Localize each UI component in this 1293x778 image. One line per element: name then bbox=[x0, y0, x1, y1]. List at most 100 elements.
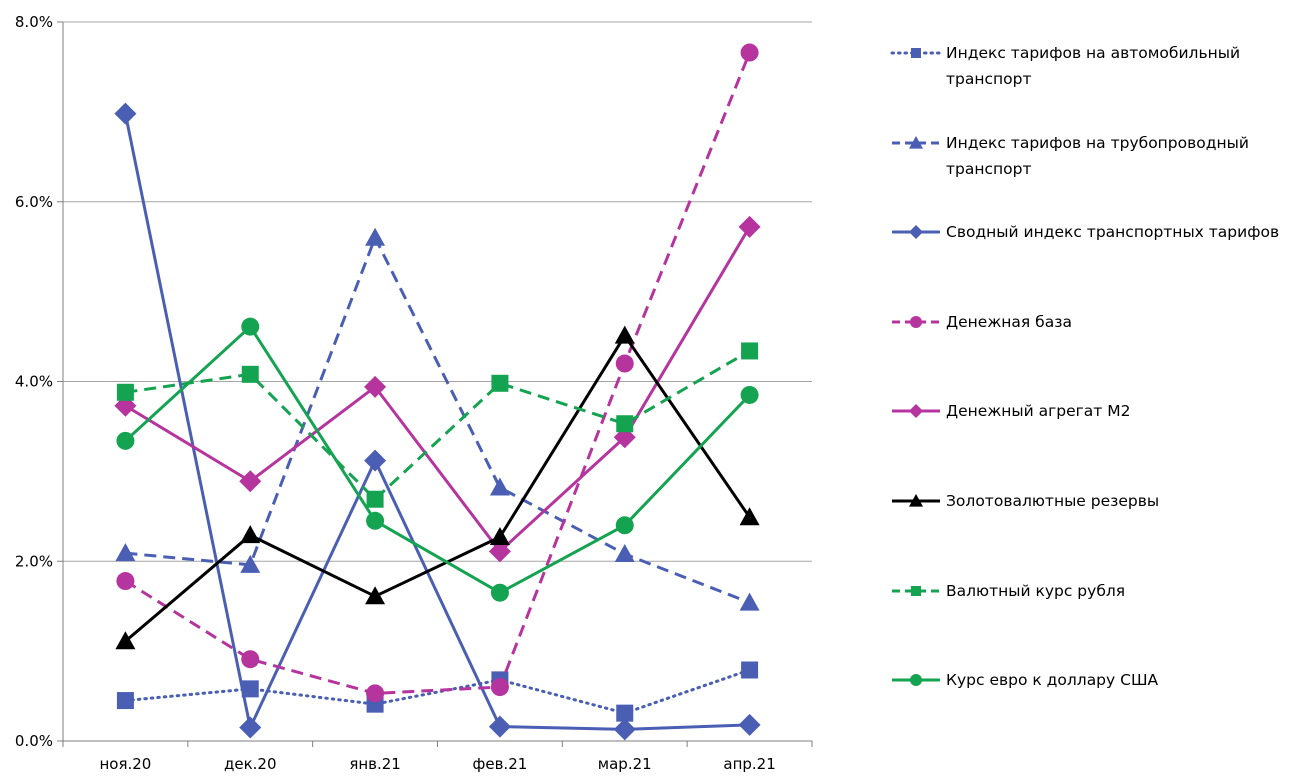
legend-marker bbox=[909, 225, 923, 240]
data-point bbox=[114, 102, 137, 125]
x-tick-label: апр.21 bbox=[723, 755, 775, 773]
y-tick-label: 0.0% bbox=[15, 732, 53, 750]
legend-item: Индекс тарифов на трубопроводный транспо… bbox=[890, 130, 1290, 190]
data-point bbox=[365, 227, 386, 246]
series-layer bbox=[114, 43, 761, 741]
legend-label: Золотовалютные резервы bbox=[946, 492, 1160, 510]
legend-label: Индекс тарифов на автомобильный транспор… bbox=[946, 44, 1241, 88]
data-point bbox=[241, 317, 260, 336]
series-2 bbox=[115, 227, 760, 611]
legend-swatch bbox=[892, 585, 940, 596]
axes bbox=[57, 21, 813, 747]
data-point bbox=[739, 592, 760, 611]
legend-item: Валютный курс рубля bbox=[890, 578, 1290, 638]
legend-item: Курс евро к доллару США bbox=[890, 667, 1290, 727]
line-chart: 0.0% 2.0% 4.0% 6.0% 8.0% ноя.20 дек.20 янв.21 фе… bbox=[15, 13, 813, 773]
data-point bbox=[364, 375, 387, 398]
data-point bbox=[738, 215, 761, 238]
legend-marker bbox=[911, 48, 921, 58]
legend-swatch bbox=[892, 674, 940, 687]
data-point bbox=[240, 525, 261, 544]
data-point bbox=[490, 678, 509, 697]
data-point bbox=[738, 713, 761, 736]
y-tick-label: 2.0% bbox=[15, 552, 53, 570]
series-line bbox=[125, 236, 751, 604]
legend-swatch bbox=[892, 135, 940, 149]
data-point bbox=[489, 477, 510, 496]
series-line bbox=[124, 51, 751, 695]
legend-swatch bbox=[892, 404, 940, 419]
legend-marker bbox=[909, 494, 923, 507]
data-point bbox=[115, 543, 136, 562]
data-point bbox=[364, 449, 387, 472]
x-tick-label: ноя.20 bbox=[99, 755, 151, 773]
legend-marker bbox=[910, 674, 922, 687]
y-tick-label: 6.0% bbox=[15, 193, 53, 211]
data-point bbox=[365, 586, 386, 605]
series-line bbox=[124, 334, 751, 643]
data-point bbox=[613, 718, 636, 741]
legend-swatch bbox=[890, 48, 942, 58]
series-line bbox=[124, 226, 751, 553]
data-point bbox=[490, 583, 509, 602]
data-point bbox=[116, 572, 135, 591]
legend-label: Денежная база bbox=[946, 312, 1072, 331]
data-point bbox=[366, 684, 385, 703]
data-point bbox=[241, 650, 260, 669]
data-point bbox=[366, 490, 384, 508]
legend-item: Денежная база bbox=[890, 309, 1290, 369]
data-point bbox=[616, 415, 634, 433]
data-point bbox=[116, 383, 134, 401]
data-point bbox=[616, 704, 634, 722]
legend-swatch bbox=[892, 225, 940, 240]
legend-swatch bbox=[892, 494, 940, 507]
x-tick-label: дек.20 bbox=[224, 755, 277, 773]
series-5 bbox=[114, 215, 761, 563]
series-1 bbox=[116, 661, 759, 722]
x-tick-label: фев.21 bbox=[473, 755, 528, 773]
legend-label: Сводный индекс транспортных тарифов bbox=[946, 223, 1280, 242]
data-point bbox=[740, 385, 759, 404]
data-point bbox=[740, 43, 759, 62]
data-point bbox=[116, 692, 134, 710]
series-8 bbox=[116, 317, 759, 602]
data-point bbox=[741, 661, 759, 679]
data-point bbox=[116, 431, 135, 450]
data-point bbox=[615, 354, 634, 373]
legend-item: Индекс тарифов на автомобильный транспор… bbox=[890, 40, 1290, 100]
legend-label: Индекс тарифов на трубопроводный транспо… bbox=[946, 133, 1249, 178]
data-point bbox=[614, 325, 635, 344]
legend-marker bbox=[909, 135, 923, 149]
series-line bbox=[125, 349, 751, 501]
legend-marker bbox=[910, 315, 922, 328]
data-point bbox=[488, 715, 511, 738]
data-point bbox=[241, 680, 259, 698]
data-point bbox=[239, 470, 262, 493]
data-point bbox=[366, 511, 385, 530]
legend-item: Денежный агрегат М2 bbox=[890, 398, 1290, 458]
series-4 bbox=[116, 43, 759, 703]
data-point bbox=[241, 365, 259, 383]
data-point bbox=[239, 716, 262, 739]
data-point bbox=[615, 516, 634, 535]
series-6 bbox=[115, 325, 760, 650]
legend-marker bbox=[911, 585, 921, 596]
tick-labels: 0.0% 2.0% 4.0% 6.0% 8.0% ноя.20 дек.20 янв.21 фе… bbox=[15, 13, 776, 773]
legend-label: Денежный агрегат М2 bbox=[946, 402, 1131, 421]
x-tick-label: янв.21 bbox=[349, 755, 401, 773]
legend-marker bbox=[909, 404, 923, 419]
gridlines bbox=[63, 21, 812, 562]
legend-item: Золотовалютные резервы bbox=[890, 488, 1290, 548]
data-point bbox=[739, 507, 760, 526]
legend-swatch bbox=[892, 315, 940, 328]
y-tick-label: 4.0% bbox=[15, 373, 53, 391]
data-point bbox=[614, 544, 635, 563]
data-point bbox=[491, 374, 509, 392]
data-point bbox=[240, 554, 261, 573]
legend-item: Сводный индекс транспортных тарифов bbox=[890, 219, 1290, 279]
series-line bbox=[123, 113, 750, 731]
data-point bbox=[741, 342, 759, 360]
x-tick-label: мар.21 bbox=[598, 755, 652, 773]
series-line bbox=[123, 668, 752, 715]
legend-label: Валютный курс рубля bbox=[946, 581, 1126, 600]
